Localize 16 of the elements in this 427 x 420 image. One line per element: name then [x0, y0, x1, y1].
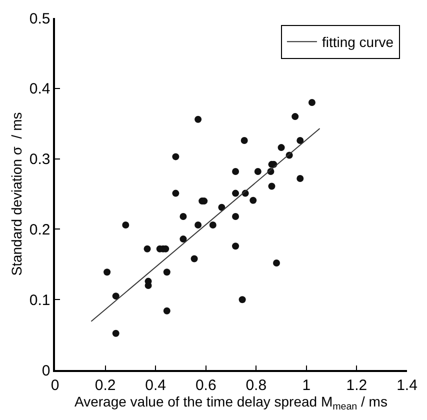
y-tick-label: 0.3 — [29, 151, 50, 168]
y-tick-label: 0.5 — [29, 10, 50, 28]
y-tick-label: 0.4 — [29, 80, 50, 98]
x-tick-label: 1.2 — [346, 376, 368, 394]
x-tick-label: 0.6 — [195, 376, 216, 394]
x-tick-label: 0.8 — [246, 376, 267, 394]
legend-label: fitting curve — [322, 34, 394, 50]
x-tick-label: 0.4 — [145, 376, 166, 394]
y-tick-label: 0 — [42, 362, 50, 380]
x-tick-label: 1.4 — [396, 376, 418, 394]
x-tick-label: 1 — [302, 376, 311, 394]
x-tick-label: 0.2 — [94, 376, 116, 394]
x-axis-title: Average value of the time delay spread M$_{mean}$ / ms — [74, 394, 388, 413]
y-axis-title: Standard deviation σ / ms — [8, 112, 24, 276]
y-tick-label: 0.1 — [29, 292, 50, 309]
y-tick-label: 0.2 — [29, 221, 50, 238]
